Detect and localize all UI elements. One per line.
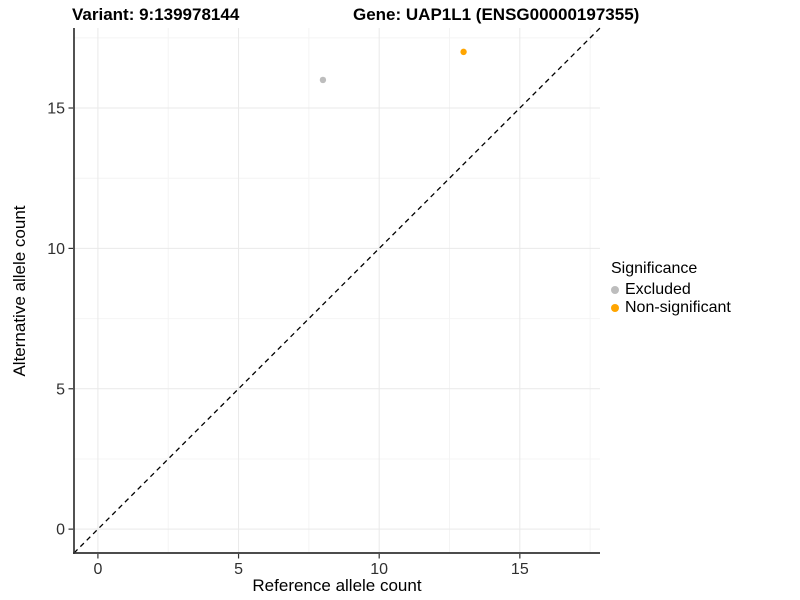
data-point-non-significant: [460, 48, 467, 56]
y-tick-label: 15: [47, 101, 65, 118]
legend-label-non-significant: Non-significant: [625, 299, 731, 316]
plot-title-gene: Gene: UAP1L1 (ENSG00000197355): [353, 5, 640, 24]
data-point-excluded: [319, 76, 327, 84]
legend-item-excluded: Excluded: [611, 281, 731, 299]
y-tick-label: 10: [47, 241, 65, 258]
y-axis-title: Alternative allele count: [10, 205, 29, 377]
x-tick-label: 15: [511, 561, 529, 578]
x-tick-label: 0: [93, 561, 102, 578]
y-tick-label: 5: [56, 381, 65, 398]
legend-item-non-significant: Non-significant: [611, 299, 731, 317]
plot-title-variant: Variant: 9:139978144: [72, 5, 240, 24]
axis-lines: [73, 28, 600, 554]
x-tick-label: 10: [370, 561, 388, 578]
grid-major: [74, 28, 600, 553]
non-significant-point-icon: [611, 304, 619, 312]
grid-minor: [74, 28, 600, 553]
identity-line: [73, 27, 601, 554]
y-tick-label: 0: [56, 522, 65, 539]
x-tick-label: 5: [234, 561, 243, 578]
x-axis-title: Reference allele count: [252, 576, 422, 595]
legend-label-excluded: Excluded: [625, 281, 691, 298]
data-points: [319, 48, 467, 84]
axis-ticks: 0 5 10 15 0 5 10 15: [47, 101, 529, 578]
excluded-point-icon: [611, 286, 619, 294]
legend: Significance Excluded Non-significant: [611, 260, 731, 317]
legend-title: Significance: [611, 260, 698, 277]
